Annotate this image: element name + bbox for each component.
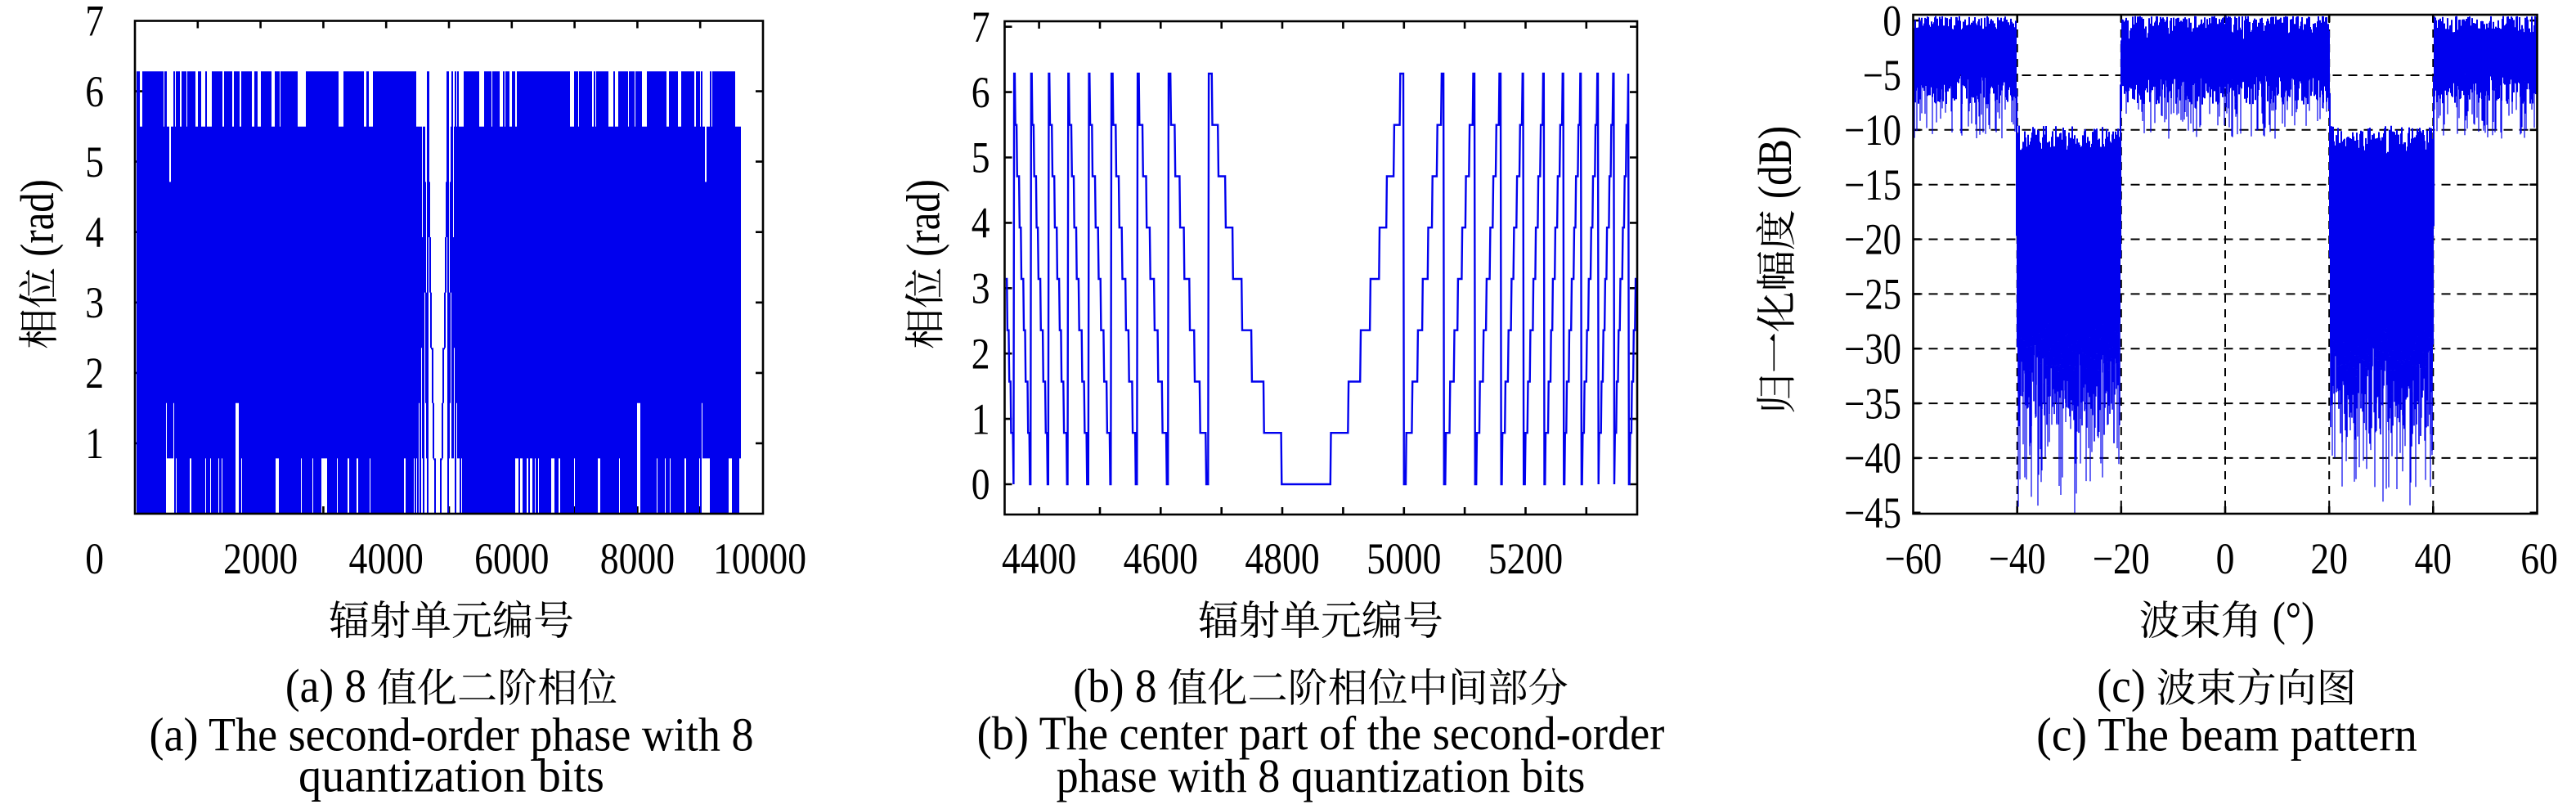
svg-text:3: 3 <box>85 278 104 327</box>
svg-text:(b) 8: (b) 8 <box>1073 659 1156 712</box>
svg-text:4600: 4600 <box>1124 534 1198 583</box>
svg-text:phase with 8 quantization bits: phase with 8 quantization bits <box>1057 749 1586 802</box>
svg-text:(rad): (rad) <box>897 179 950 257</box>
svg-text:0: 0 <box>85 534 104 583</box>
svg-text:(a) 8: (a) 8 <box>285 659 366 712</box>
svg-text:40: 40 <box>2415 534 2453 583</box>
svg-text:−30: −30 <box>1844 324 1901 373</box>
svg-text:20: 20 <box>2310 534 2348 583</box>
svg-text:6: 6 <box>972 68 990 117</box>
svg-text:4400: 4400 <box>1002 534 1076 583</box>
svg-text:−35: −35 <box>1844 379 1901 428</box>
svg-text:−5: −5 <box>1863 51 1901 100</box>
svg-text:0: 0 <box>972 460 990 509</box>
svg-text:6: 6 <box>85 67 104 116</box>
svg-text:5000: 5000 <box>1367 534 1441 583</box>
svg-text:(dB): (dB) <box>1748 126 1802 199</box>
svg-text:(b) The center part of the sec: (b) The center part of the second-order <box>977 707 1665 760</box>
svg-text:−20: −20 <box>1844 215 1901 264</box>
svg-text:2: 2 <box>972 329 990 378</box>
svg-text:−60: −60 <box>1885 534 1942 583</box>
svg-text:3: 3 <box>972 264 990 313</box>
svg-text:2: 2 <box>85 348 104 398</box>
svg-text:60: 60 <box>2520 534 2558 583</box>
svg-text:(c) The beam pattern: (c) The beam pattern <box>2036 708 2417 762</box>
svg-text:7: 7 <box>972 2 990 52</box>
svg-text:4000: 4000 <box>349 534 424 583</box>
svg-text:0: 0 <box>2216 534 2235 583</box>
svg-text:5: 5 <box>972 133 990 182</box>
svg-text:5: 5 <box>85 137 104 187</box>
svg-text:−10: −10 <box>1844 106 1901 155</box>
svg-text:6000: 6000 <box>474 534 549 583</box>
svg-text:(°): (°) <box>2273 592 2315 645</box>
svg-text:−40: −40 <box>1989 534 2046 583</box>
svg-text:−40: −40 <box>1844 434 1901 483</box>
svg-text:0: 0 <box>1883 0 1901 45</box>
svg-text:(c): (c) <box>2097 659 2145 712</box>
svg-text:2000: 2000 <box>223 534 298 583</box>
svg-text:8000: 8000 <box>600 534 675 583</box>
svg-text:4: 4 <box>972 199 990 248</box>
svg-text:4: 4 <box>85 208 104 257</box>
svg-text:−25: −25 <box>1844 270 1901 319</box>
svg-text:1: 1 <box>85 419 104 468</box>
svg-text:7: 7 <box>85 0 104 46</box>
svg-text:quantization bits: quantization bits <box>298 749 604 802</box>
svg-text:4800: 4800 <box>1245 534 1319 583</box>
svg-text:10000: 10000 <box>713 534 806 583</box>
svg-text:(rad): (rad) <box>11 179 64 257</box>
svg-text:(a) The second-order phase wit: (a) The second-order phase with 8 <box>150 708 754 762</box>
svg-text:5200: 5200 <box>1488 534 1563 583</box>
svg-text:−15: −15 <box>1844 160 1901 209</box>
svg-text:1: 1 <box>972 394 990 443</box>
svg-text:−20: −20 <box>2093 534 2150 583</box>
svg-text:−45: −45 <box>1844 488 1901 537</box>
